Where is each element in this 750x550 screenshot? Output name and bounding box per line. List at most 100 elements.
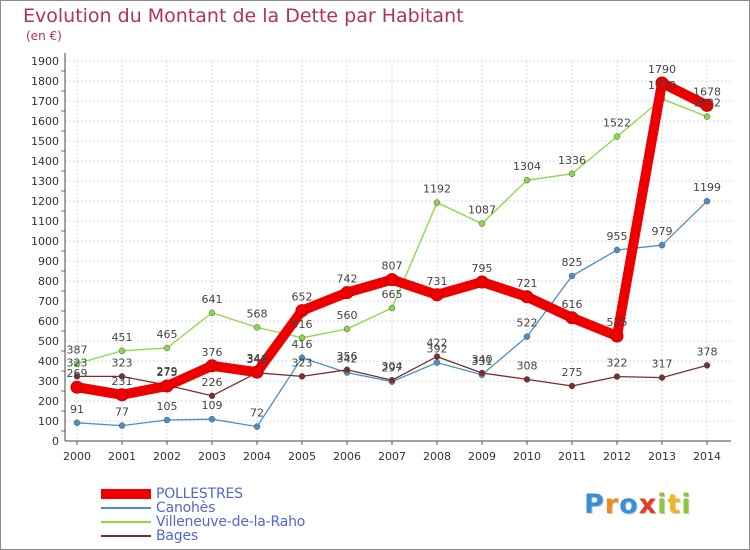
x-tick-label: 2000 (63, 450, 91, 463)
y-tick-label: 1400 (31, 155, 59, 168)
x-tick-label: 2010 (513, 450, 541, 463)
data-label: 1622 (693, 97, 721, 110)
x-tick-label: 2011 (558, 450, 586, 463)
data-point (385, 273, 399, 287)
legend-swatch-canohes (101, 507, 151, 509)
data-point (115, 388, 129, 402)
data-label: 616 (562, 298, 583, 311)
data-point (658, 374, 666, 381)
data-label: 1087 (468, 204, 496, 217)
data-label: 323 (112, 356, 133, 369)
data-point (478, 220, 486, 227)
data-label: 378 (697, 345, 718, 358)
data-point (568, 272, 576, 280)
data-label: 317 (652, 358, 673, 371)
data-point (388, 304, 396, 312)
y-tick-label: 400 (38, 355, 59, 368)
x-tick-label: 2003 (198, 450, 226, 463)
x-tick-label: 2014 (693, 450, 721, 463)
data-label: 525 (607, 316, 628, 329)
data-label: 72 (250, 407, 264, 420)
series-layer (70, 76, 714, 430)
data-point (298, 334, 306, 342)
data-label: 451 (112, 331, 133, 344)
data-label: 522 (517, 317, 538, 330)
data-point (298, 354, 306, 362)
data-label: 387 (67, 344, 88, 357)
y-tick-label: 1700 (31, 95, 59, 108)
line-chart: 0 100 200 300 400 500 600 700 800 900 1000 1100 1200… (31, 53, 731, 463)
data-label: 560 (337, 309, 358, 322)
data-label: 275 (157, 366, 178, 379)
data-label: 304 (382, 360, 403, 373)
data-point (433, 353, 441, 360)
data-point (610, 329, 624, 343)
legend-label: POLLESTRES (156, 486, 243, 502)
logo-letter: P (584, 489, 605, 520)
data-point (655, 76, 669, 90)
proxiti-logo: Proxiti (584, 489, 692, 520)
data-label: 342 (337, 353, 358, 366)
x-tick-label: 2009 (468, 450, 496, 463)
x-tick-label: 2007 (378, 450, 406, 463)
y-tick-label: 500 (38, 335, 59, 348)
data-point (253, 423, 261, 430)
data-point (613, 373, 621, 380)
x-tick-label: 2012 (603, 450, 631, 463)
y-tick-label: 1600 (31, 115, 59, 128)
y-tick-label: 800 (38, 275, 59, 288)
data-point (658, 241, 666, 249)
data-point (568, 170, 576, 178)
data-label: 1192 (423, 183, 451, 196)
data-label: 1304 (513, 160, 541, 173)
data-label: 731 (427, 275, 448, 288)
data-label: 275 (562, 366, 583, 379)
data-point (433, 359, 441, 366)
data-label: 297 (382, 362, 403, 375)
y-tick-label: 1200 (31, 195, 59, 208)
data-point (298, 373, 306, 380)
x-tick-label: 2004 (243, 450, 271, 463)
data-point (703, 362, 711, 369)
y-tick-label: 200 (38, 395, 59, 408)
logo-letter: x (638, 489, 658, 520)
data-label: 1522 (603, 117, 631, 130)
legend-swatch-villeneuve (101, 521, 151, 523)
data-point (343, 366, 351, 374)
data-point (340, 286, 354, 300)
x-tick-label: 2013 (648, 450, 676, 463)
data-point (208, 309, 216, 317)
y-tick-label: 600 (38, 315, 59, 328)
data-point (475, 275, 489, 289)
data-point (70, 380, 84, 394)
data-point (523, 333, 531, 340)
data-point (163, 344, 171, 352)
data-label: 652 (292, 291, 313, 304)
data-point (430, 288, 444, 302)
data-label: 376 (202, 346, 223, 359)
y-tick-label: 0 (52, 435, 59, 448)
data-label: 795 (472, 262, 493, 275)
data-point (478, 369, 486, 377)
data-point (73, 373, 81, 380)
x-tick-label: 2002 (153, 450, 181, 463)
data-label: 1710 (648, 79, 676, 92)
data-label: 91 (70, 403, 84, 416)
logo-letter: i (657, 489, 668, 520)
data-point (523, 376, 531, 383)
data-point (118, 422, 126, 429)
y-tick-label: 1100 (31, 215, 59, 228)
data-label: 516 (292, 318, 313, 331)
logo-letter: i (681, 489, 692, 520)
data-label: 392 (427, 343, 448, 356)
data-label: 1199 (693, 181, 721, 194)
legend-swatch-bages (101, 535, 151, 537)
data-point (568, 382, 576, 390)
y-tick-label: 900 (38, 255, 59, 268)
data-point (433, 199, 441, 206)
data-label: 344 (247, 352, 268, 365)
data-label: 279 (157, 365, 178, 378)
data-label-layer: 387 451 465 641 568 516 560 665 1192 1087 1304 1336… (67, 63, 722, 420)
data-point (343, 325, 351, 333)
